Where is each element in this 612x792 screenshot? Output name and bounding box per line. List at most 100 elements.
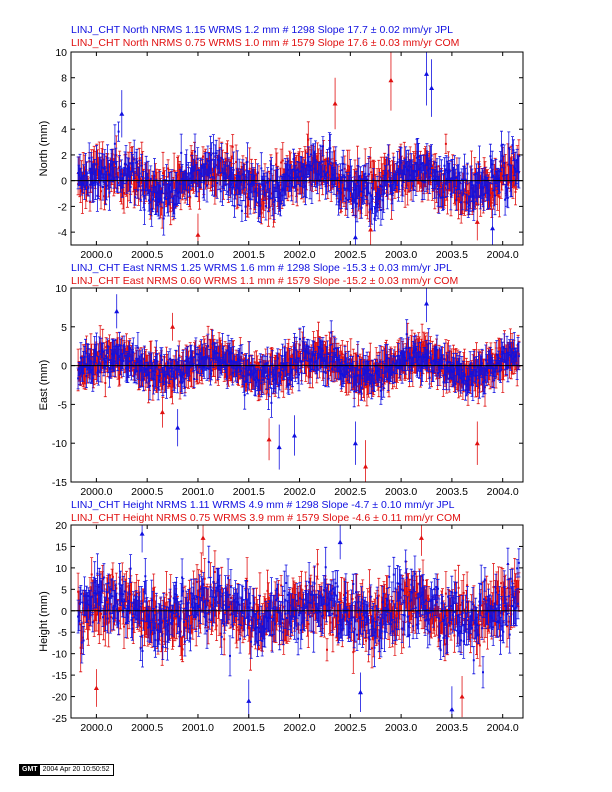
y-axis-label: East (mm)	[38, 360, 50, 411]
x-tick-label: 2000.0	[80, 249, 112, 261]
x-tick-label: 2004.0	[487, 249, 519, 261]
chart-title-line: LINJ_CHT Height NRMS 0.75 WRMS 3.9 mm # …	[71, 512, 461, 524]
y-axis-label: North (mm)	[38, 121, 50, 177]
y-tick-label: -15	[52, 670, 67, 682]
y-tick-label: 0	[61, 176, 67, 188]
y-tick-label: -20	[52, 692, 67, 704]
x-tick-label: 2000.0	[80, 486, 112, 498]
y-tick-label: -4	[58, 227, 67, 239]
chart-title-line: LINJ_CHT Height NRMS 1.11 WRMS 4.9 mm # …	[71, 499, 455, 511]
chart-panel-2: LINJ_CHT East NRMS 1.25 WRMS 1.6 mm # 12…	[38, 262, 524, 498]
plot-area	[76, 52, 521, 245]
y-tick-label: 20	[55, 520, 67, 532]
series-jpl	[76, 121, 521, 236]
outlier-point	[357, 689, 363, 695]
x-tick-label: 2002.5	[334, 249, 366, 261]
outlier-point	[352, 234, 358, 240]
x-tick-label: 2000.0	[80, 722, 112, 734]
outlier-point	[93, 685, 99, 690]
outlier-point	[388, 77, 394, 83]
x-tick-label: 2001.0	[182, 722, 214, 734]
y-tick-label: -10	[52, 649, 67, 661]
x-tick-label: 2000.5	[131, 486, 163, 498]
outlier-point	[429, 85, 435, 91]
x-tick-label: 2000.5	[131, 722, 163, 734]
y-tick-label: 15	[55, 541, 67, 553]
series-jpl	[76, 545, 521, 689]
outlier-point	[418, 535, 424, 540]
y-tick-label: 8	[61, 73, 67, 85]
y-tick-label: -10	[52, 438, 67, 450]
x-tick-label: 2002.0	[283, 249, 315, 261]
outlier-point	[368, 227, 374, 232]
x-tick-label: 2001.5	[233, 486, 265, 498]
y-tick-label: 0	[61, 361, 67, 373]
outlier-point	[195, 232, 201, 237]
y-tick-label: -2	[58, 201, 67, 213]
outlier-points	[93, 525, 465, 718]
chart-title-line: LINJ_CHT North NRMS 0.75 WRMS 1.0 mm # 1…	[71, 37, 459, 49]
chart-panel-1: LINJ_CHT North NRMS 1.15 WRMS 1.2 mm # 1…	[38, 24, 524, 261]
outlier-points	[119, 52, 496, 245]
outlier-point	[266, 436, 272, 442]
y-tick-label: 10	[55, 563, 67, 575]
outlier-point	[474, 440, 480, 446]
x-tick-label: 2004.0	[487, 486, 519, 498]
outlier-points	[114, 288, 480, 482]
outlier-point	[114, 308, 120, 314]
outlier-point	[170, 324, 176, 329]
outlier-point	[291, 432, 297, 438]
outlier-point	[337, 539, 343, 545]
y-tick-label: 2	[61, 150, 67, 162]
outlier-point	[175, 425, 181, 430]
outlier-point	[139, 531, 145, 536]
series-jpl	[76, 319, 521, 418]
y-tick-label: 0	[61, 606, 67, 618]
x-tick-label: 2003.5	[436, 722, 468, 734]
outlier-point	[474, 219, 480, 224]
y-tick-label: 10	[55, 47, 67, 59]
outlier-point	[159, 409, 165, 415]
plot-frame	[70, 287, 524, 483]
x-tick-label: 2002.0	[283, 486, 315, 498]
plot-area	[76, 525, 521, 718]
y-tick-label: -5	[58, 627, 67, 639]
x-tick-label: 2001.5	[233, 722, 265, 734]
outlier-point	[119, 111, 125, 116]
x-tick-label: 2002.5	[334, 722, 366, 734]
x-tick-label: 2003.0	[385, 249, 417, 261]
plot-timestamp: 2004 Apr 20 10:50:52	[42, 766, 110, 773]
x-tick-label: 2001.0	[182, 486, 214, 498]
x-tick-label: 2003.5	[436, 486, 468, 498]
outlier-point	[276, 444, 282, 450]
x-tick-label: 2002.0	[283, 722, 315, 734]
x-tick-label: 2003.5	[436, 249, 468, 261]
x-tick-label: 2003.0	[385, 722, 417, 734]
outlier-point	[363, 463, 369, 469]
outlier-point	[200, 535, 206, 540]
chart-title-line: LINJ_CHT North NRMS 1.15 WRMS 1.2 mm # 1…	[71, 24, 453, 36]
chart-title-line: LINJ_CHT East NRMS 1.25 WRMS 1.6 mm # 12…	[71, 262, 452, 274]
outlier-point	[459, 694, 465, 699]
x-tick-label: 2000.5	[131, 249, 163, 261]
plot-frame	[70, 524, 524, 719]
outlier-point	[424, 71, 430, 76]
y-tick-label: 4	[61, 124, 67, 136]
y-tick-label: -25	[52, 713, 67, 725]
y-tick-label: 5	[61, 322, 67, 334]
gmt-timestamp-stamp: GMT 2004 Apr 20 10:50:52	[19, 764, 114, 776]
x-tick-label: 2002.5	[334, 486, 366, 498]
y-tick-label: -5	[58, 399, 67, 411]
gmt-logo: GMT	[20, 765, 40, 775]
plot-area	[76, 288, 521, 482]
y-tick-label: 6	[61, 98, 67, 110]
outlier-point	[246, 698, 252, 703]
y-tick-label: -15	[52, 477, 67, 489]
y-tick-label: 5	[61, 584, 67, 596]
error-bars-jpl	[76, 121, 521, 236]
chart-panel-3: LINJ_CHT Height NRMS 1.11 WRMS 4.9 mm # …	[38, 499, 524, 734]
outlier-point	[424, 301, 430, 306]
outlier-point	[352, 440, 358, 446]
x-tick-label: 2001.5	[233, 249, 265, 261]
